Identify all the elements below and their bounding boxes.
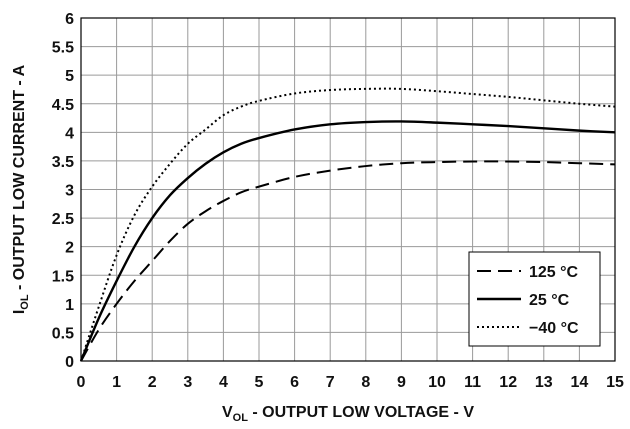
x-tick-label: 9 — [397, 374, 406, 391]
y-axis-title: IOL - OUTPUT LOW CURRENT - A — [11, 64, 31, 314]
x-tick-label: 2 — [148, 374, 157, 391]
y-tick-label: 2.5 — [52, 211, 74, 228]
x-tick-label: 1 — [112, 374, 121, 391]
y-axis-title-main: I — [11, 310, 28, 314]
series-line-1 — [79, 120, 616, 362]
legend-label-1: 25 °C — [529, 292, 570, 309]
plot-frame — [80, 17, 616, 362]
y-tick-label: 5 — [65, 68, 74, 85]
series-line-0 — [80, 160, 616, 362]
x-axis-title-main: V — [222, 404, 233, 421]
x-tick-labels: 0 1 2 3 4 5 6 7 8 9 10 11 12 13 14 15 — [77, 374, 624, 391]
y-tick-label: 0.5 — [52, 325, 74, 342]
x-tick-label: 3 — [183, 374, 192, 391]
y-tick-label: 1 — [65, 297, 74, 314]
legend-label-2: −40 °C — [529, 320, 579, 337]
y-axis-title-rest: - OUTPUT LOW CURRENT - A — [11, 64, 28, 294]
x-tick-label: 5 — [255, 374, 264, 391]
y-tick-label: 5.5 — [52, 40, 74, 57]
x-tick-label: 11 — [464, 374, 481, 391]
x-axis-title-sub: OL — [233, 412, 249, 424]
x-tick-label: 12 — [499, 374, 517, 391]
y-axis-title-sub: OL — [19, 294, 31, 310]
y-tick-label: 4 — [65, 125, 74, 142]
x-tick-label: 6 — [290, 374, 299, 391]
series-line-2 — [80, 87, 616, 362]
y-tick-label: 3.5 — [52, 154, 74, 171]
y-tick-labels: 0 0.5 1 1.5 2 2.5 3 3.5 4 4.5 5 5.5 6 — [52, 11, 74, 371]
x-tick-label: 4 — [219, 374, 228, 391]
x-tick-label: 7 — [326, 374, 335, 391]
x-tick-label: 15 — [606, 374, 624, 391]
x-tick-label: 13 — [535, 374, 553, 391]
x-tick-label: 14 — [571, 374, 589, 391]
x-tick-label: 8 — [361, 374, 370, 391]
x-tick-label: 0 — [77, 374, 86, 391]
y-tick-label: 6 — [65, 11, 74, 28]
x-axis-title: VOL - OUTPUT LOW VOLTAGE - V — [222, 404, 474, 424]
y-tick-label: 3 — [65, 183, 74, 200]
y-tick-label: 0 — [65, 354, 74, 371]
legend: 125 °C 25 °C −40 °C — [468, 251, 601, 347]
series-lines — [79, 87, 616, 362]
y-tick-label: 2 — [65, 240, 74, 257]
legend-label-0: 125 °C — [529, 264, 579, 281]
x-tick-label: 10 — [428, 374, 446, 391]
y-tick-label: 1.5 — [52, 268, 74, 285]
y-tick-label: 4.5 — [52, 97, 74, 114]
x-axis-title-rest: - OUTPUT LOW VOLTAGE - V — [248, 404, 474, 421]
